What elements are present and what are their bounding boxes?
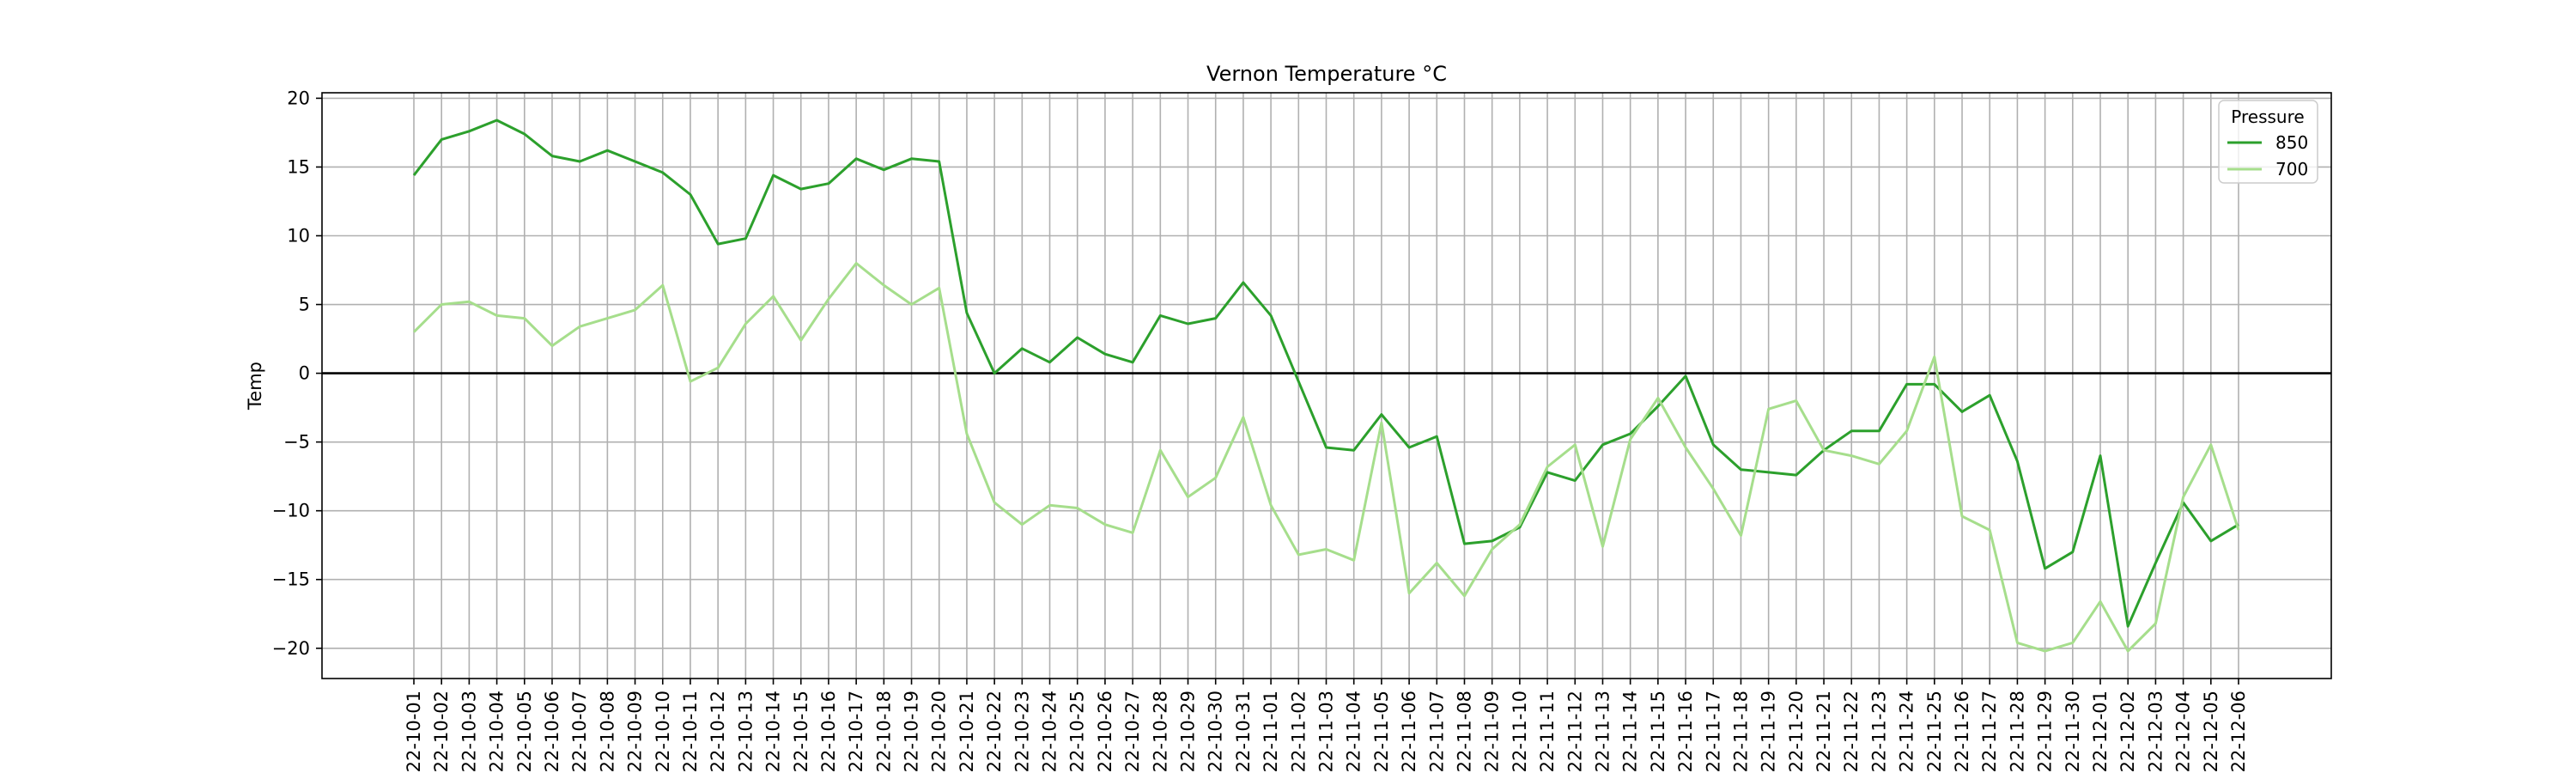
series-line-700 <box>412 262 2240 653</box>
x-tick-label: 22-10-08 <box>597 691 617 772</box>
x-tick-label: 22-11-26 <box>1952 691 1972 772</box>
x-tick-label: 22-10-15 <box>791 691 811 772</box>
x-tick-label: 22-11-19 <box>1759 691 1779 772</box>
x-tick-label: 22-10-30 <box>1206 691 1226 772</box>
x-tick-label: 22-10-18 <box>873 691 894 772</box>
x-tick-label: 22-10-11 <box>680 691 701 772</box>
y-tick-label: 10 <box>287 225 310 246</box>
x-tick-label: 22-10-03 <box>459 691 479 772</box>
x-tick-label: 22-12-06 <box>2228 691 2249 772</box>
x-tick-label: 22-10-20 <box>929 691 950 772</box>
legend-label-700: 700 <box>2275 159 2308 180</box>
x-tick-label: 22-12-02 <box>2117 691 2138 772</box>
x-tick-label: 22-11-15 <box>1648 691 1668 772</box>
x-tick-label: 22-10-02 <box>431 691 452 772</box>
x-tick-label: 22-11-11 <box>1537 691 1558 772</box>
x-tick-label: 22-11-27 <box>1979 691 2000 772</box>
x-tick-label: 22-11-25 <box>1924 691 1945 772</box>
x-tick-label: 22-11-06 <box>1399 691 1419 772</box>
x-tick-label: 22-11-30 <box>2063 691 2083 772</box>
y-tick-label: 20 <box>287 88 310 108</box>
y-tick-label: 5 <box>299 295 310 315</box>
x-tick-label: 22-10-13 <box>735 691 756 772</box>
x-tick-label: 22-11-29 <box>2035 691 2056 772</box>
chart-title: Vernon Temperature °C <box>1206 62 1447 86</box>
x-tick-label: 22-10-23 <box>1012 691 1032 772</box>
y-tick-label: 15 <box>287 156 310 177</box>
x-tick-label: 22-11-16 <box>1675 691 1696 772</box>
y-tick-label: −10 <box>272 501 310 521</box>
x-tick-label: 22-11-01 <box>1261 691 1281 772</box>
x-tick-label: 22-10-01 <box>404 691 424 772</box>
x-tick-label: 22-12-03 <box>2145 691 2166 772</box>
legend-title: Pressure <box>2231 107 2304 127</box>
x-tick-label: 22-11-03 <box>1316 691 1337 772</box>
y-axis-label: Temp <box>245 362 265 411</box>
x-tick-label: 22-10-27 <box>1122 691 1143 772</box>
y-axis: 20 15 10 5 0 −5 −10 −15 −20 <box>272 88 322 659</box>
x-tick-label: 22-12-05 <box>2201 691 2221 772</box>
y-tick-label: 0 <box>299 363 310 384</box>
x-tick-label: 22-11-13 <box>1593 691 1613 772</box>
x-tick-label: 22-10-10 <box>653 691 673 772</box>
series-lines <box>412 119 2240 653</box>
legend: Pressure 850 700 <box>2218 100 2318 184</box>
x-tick-label: 22-10-04 <box>487 691 507 772</box>
y-tick-label: −20 <box>272 638 310 659</box>
x-tick-label: 22-10-05 <box>514 691 535 772</box>
x-tick-label: 22-11-24 <box>1897 691 1917 772</box>
x-tick-label: 22-11-23 <box>1868 691 1889 772</box>
x-tick-label: 22-11-09 <box>1482 691 1503 772</box>
x-tick-label: 22-10-26 <box>1095 691 1115 772</box>
y-tick-label: −5 <box>283 432 310 453</box>
x-tick-label: 22-11-17 <box>1703 691 1723 772</box>
x-tick-label: 22-10-14 <box>763 691 784 772</box>
x-tick-label: 22-10-29 <box>1178 691 1199 772</box>
x-tick-label: 22-11-08 <box>1455 691 1475 772</box>
x-tick-label: 22-11-04 <box>1344 691 1364 772</box>
series-line-850 <box>412 119 2239 628</box>
x-tick-label: 22-10-21 <box>957 691 977 772</box>
x-tick-label: 22-11-14 <box>1620 691 1641 772</box>
grid-lines <box>322 93 2331 679</box>
x-tick-label: 22-10-09 <box>625 691 646 772</box>
x-tick-label: 22-11-20 <box>1786 691 1807 772</box>
x-tick-label: 22-10-25 <box>1067 691 1088 772</box>
x-tick-label: 22-11-05 <box>1371 691 1392 772</box>
x-tick-label: 22-11-28 <box>2007 691 2027 772</box>
x-tick-label: 22-11-02 <box>1288 691 1309 772</box>
x-axis: 22-10-01 22-10-02 22-10-03 22-10-04 22-10-05… <box>404 679 2249 772</box>
x-tick-label: 22-12-04 <box>2173 691 2194 772</box>
x-tick-label: 22-10-24 <box>1040 691 1060 772</box>
x-tick-label: 22-10-22 <box>984 691 1005 772</box>
x-tick-label: 22-10-28 <box>1150 691 1170 772</box>
x-tick-label: 22-11-21 <box>1814 691 1834 772</box>
legend-label-850: 850 <box>2275 132 2308 153</box>
x-tick-label: 22-10-31 <box>1233 691 1254 772</box>
x-tick-label: 22-10-16 <box>818 691 839 772</box>
x-tick-label: 22-11-10 <box>1510 691 1530 772</box>
x-tick-label: 22-10-07 <box>569 691 590 772</box>
x-tick-label: 22-10-06 <box>542 691 562 772</box>
x-tick-label: 22-10-12 <box>708 691 728 772</box>
x-tick-label: 22-11-07 <box>1426 691 1447 772</box>
x-tick-label: 22-12-01 <box>2090 691 2111 772</box>
x-tick-label: 22-10-19 <box>902 691 922 772</box>
x-tick-label: 22-11-12 <box>1564 691 1585 772</box>
x-tick-label: 22-11-18 <box>1731 691 1752 772</box>
x-tick-label: 22-10-17 <box>846 691 866 772</box>
legend-box <box>2218 100 2318 184</box>
x-tick-label: 22-11-22 <box>1841 691 1862 772</box>
y-tick-label: −15 <box>272 569 310 590</box>
